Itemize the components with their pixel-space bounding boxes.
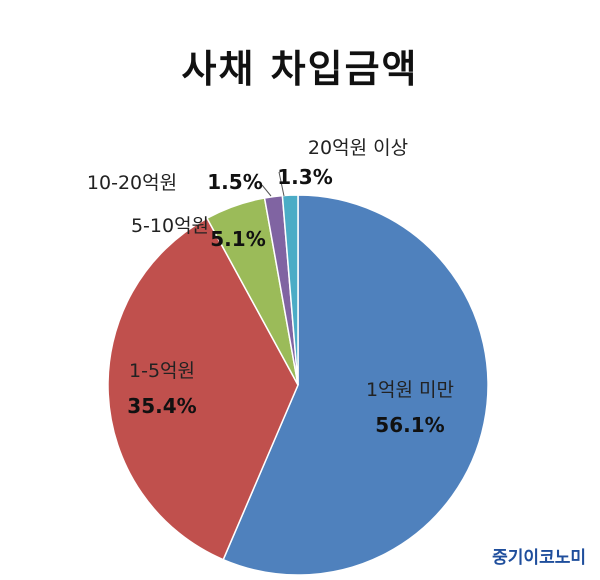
- slice-label: 20억원 이상: [308, 137, 408, 159]
- leader-line: [278, 171, 285, 197]
- slice-label: 1억원 미만: [366, 379, 454, 401]
- slice-value-label: 35.4%: [127, 394, 196, 418]
- slice-label: 5-10억원: [131, 215, 209, 237]
- leader-line: [261, 184, 272, 197]
- pie-slice: [222, 194, 489, 576]
- pie-slices: [107, 194, 489, 576]
- slice-label: 10-20억원: [87, 172, 177, 194]
- slice-value-label: 56.1%: [375, 413, 444, 437]
- pie-slice: [107, 217, 299, 561]
- chart-title: 사채 차입금액: [181, 47, 419, 91]
- publisher-watermark: 중기이코노미: [492, 548, 586, 568]
- slice-label: 1-5억원: [129, 360, 195, 382]
- slice-value-label: 1.5%: [207, 170, 262, 194]
- slice-value-label: 1.3%: [277, 165, 332, 189]
- pie-slice: [281, 194, 299, 386]
- slice-value-label: 5.1%: [210, 227, 265, 251]
